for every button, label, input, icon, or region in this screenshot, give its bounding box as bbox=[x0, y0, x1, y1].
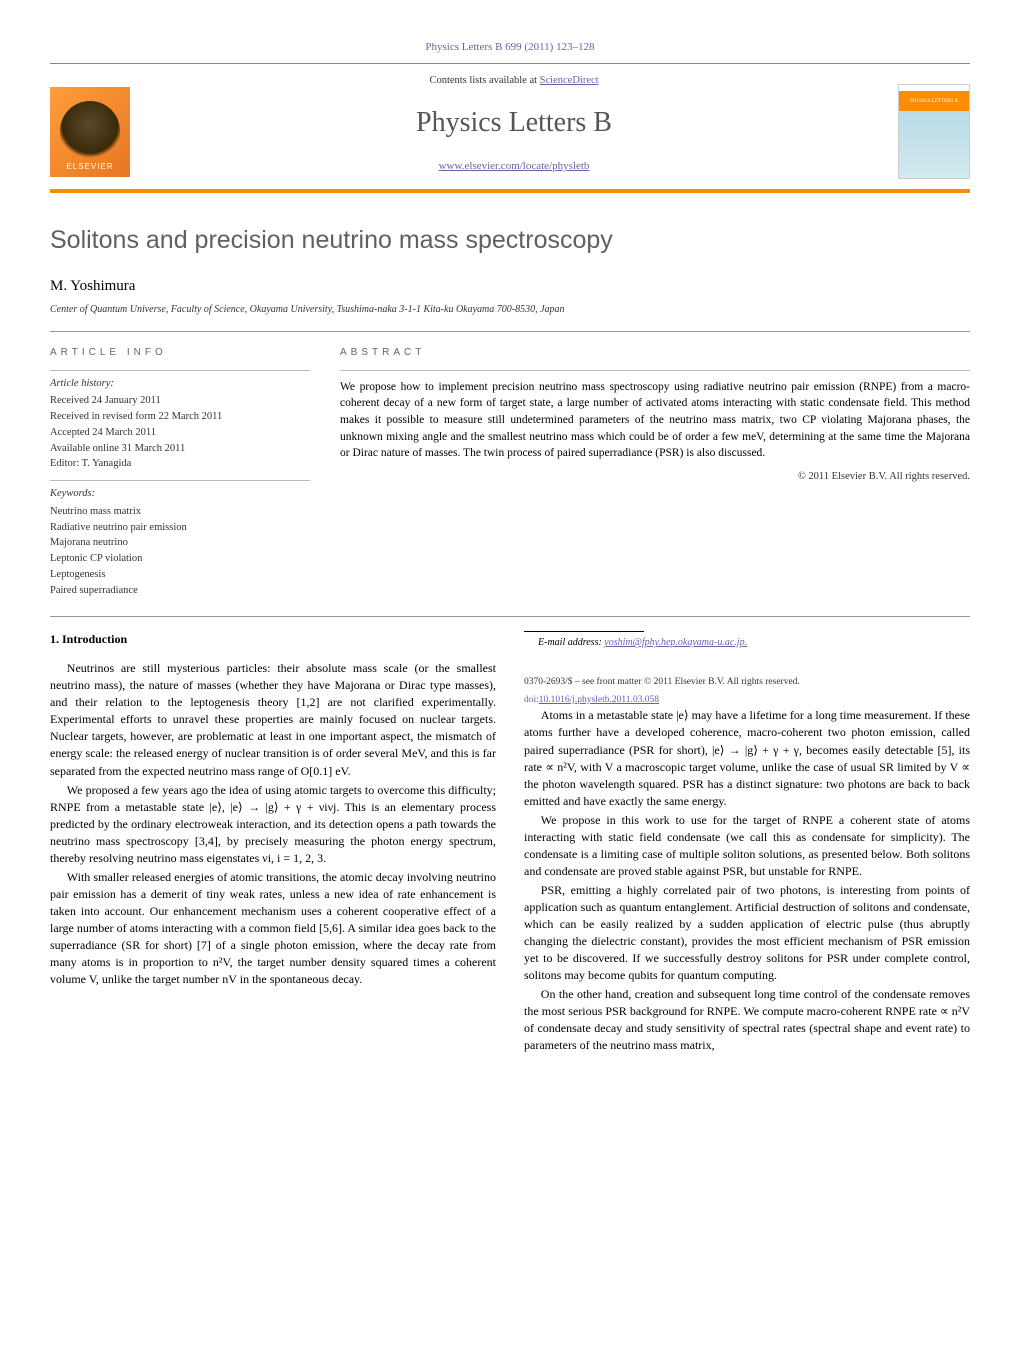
masthead: ELSEVIER Contents lists available at Sci… bbox=[50, 63, 970, 192]
journal-name: Physics Letters B bbox=[170, 103, 858, 142]
history-line: Available online 31 March 2011 bbox=[50, 441, 310, 457]
email-label: E-mail address: bbox=[538, 637, 604, 648]
elsevier-logo-text: ELSEVIER bbox=[66, 161, 113, 172]
body-paragraph: With smaller released energies of atomic… bbox=[50, 869, 496, 988]
doi-label: doi: bbox=[524, 695, 539, 705]
info-rule bbox=[50, 480, 310, 481]
abstract-rule bbox=[340, 370, 970, 371]
elsevier-tree-icon bbox=[60, 101, 120, 161]
mid-rule bbox=[50, 616, 970, 617]
keyword: Leptogenesis bbox=[50, 567, 310, 583]
issn-line: 0370-2693/$ – see front matter © 2011 El… bbox=[524, 676, 970, 689]
cover-title-band: PHYSICS LETTERS B bbox=[899, 91, 969, 111]
body-columns: 1. Introduction Neutrinos are still myst… bbox=[50, 631, 970, 1054]
author-affiliation: Center of Quantum Universe, Faculty of S… bbox=[50, 303, 970, 317]
history-heading: Article history: bbox=[50, 377, 310, 392]
keyword: Majorana neutrino bbox=[50, 535, 310, 551]
abstract-block: ABSTRACT We propose how to implement pre… bbox=[340, 346, 970, 599]
author-name: M. Yoshimura bbox=[50, 276, 970, 297]
history-line: Received in revised form 22 March 2011 bbox=[50, 409, 310, 425]
email-link[interactable]: yoshim@fphy.hep.okayama-u.ac.jp. bbox=[604, 637, 747, 648]
contents-prefix: Contents lists available at bbox=[429, 75, 539, 86]
info-rule bbox=[50, 370, 310, 371]
corresponding-email: E-mail address: yoshim@fphy.hep.okayama-… bbox=[524, 636, 970, 650]
body-paragraph: Atoms in a metastable state |e⟩ may have… bbox=[524, 707, 970, 809]
body-paragraph: PSR, emitting a highly correlated pair o… bbox=[524, 882, 970, 984]
sciencedirect-link[interactable]: ScienceDirect bbox=[540, 75, 599, 86]
history-line: Editor: T. Yanagida bbox=[50, 456, 310, 472]
elsevier-logo: ELSEVIER bbox=[50, 87, 130, 177]
article-title: Solitons and precision neutrino mass spe… bbox=[50, 223, 970, 258]
top-rule bbox=[50, 331, 970, 332]
section-heading-intro: 1. Introduction bbox=[50, 631, 496, 648]
abstract-text: We propose how to implement precision ne… bbox=[340, 379, 970, 462]
history-line: Accepted 24 March 2011 bbox=[50, 425, 310, 441]
article-info-block: ARTICLE INFO Article history: Received 2… bbox=[50, 346, 310, 599]
info-abstract-row: ARTICLE INFO Article history: Received 2… bbox=[50, 346, 970, 599]
footnote-rule bbox=[524, 631, 644, 632]
body-paragraph: We propose in this work to use for the t… bbox=[524, 812, 970, 880]
keyword: Radiative neutrino pair emission bbox=[50, 520, 310, 536]
keyword: Leptonic CP violation bbox=[50, 551, 310, 567]
masthead-center: Contents lists available at ScienceDirec… bbox=[150, 74, 878, 188]
history-line: Received 24 January 2011 bbox=[50, 393, 310, 409]
body-paragraph: Neutrinos are still mysterious particles… bbox=[50, 660, 496, 779]
journal-homepage-link[interactable]: www.elsevier.com/locate/physletb bbox=[439, 160, 590, 172]
abstract-label: ABSTRACT bbox=[340, 346, 970, 360]
abstract-copyright: © 2011 Elsevier B.V. All rights reserved… bbox=[340, 470, 970, 485]
keyword: Neutrino mass matrix bbox=[50, 504, 310, 520]
keywords-heading: Keywords: bbox=[50, 487, 310, 502]
body-paragraph: We proposed a few years ago the idea of … bbox=[50, 782, 496, 867]
doi-link[interactable]: 10.1016/j.physletb.2011.03.058 bbox=[539, 695, 659, 705]
footnote-block: E-mail address: yoshim@fphy.hep.okayama-… bbox=[524, 631, 970, 707]
cover-art bbox=[899, 111, 969, 178]
contents-available-line: Contents lists available at ScienceDirec… bbox=[170, 74, 858, 89]
paper-page: Physics Letters B 699 (2011) 123–128 ELS… bbox=[0, 0, 1020, 1094]
journal-cover-thumbnail: PHYSICS LETTERS B bbox=[898, 84, 970, 179]
journal-reference: Physics Letters B 699 (2011) 123–128 bbox=[50, 40, 970, 55]
keyword: Paired superradiance bbox=[50, 583, 310, 599]
doi-line: doi:10.1016/j.physletb.2011.03.058 bbox=[524, 690, 970, 707]
body-paragraph: On the other hand, creation and subseque… bbox=[524, 986, 970, 1054]
article-info-label: ARTICLE INFO bbox=[50, 346, 310, 360]
